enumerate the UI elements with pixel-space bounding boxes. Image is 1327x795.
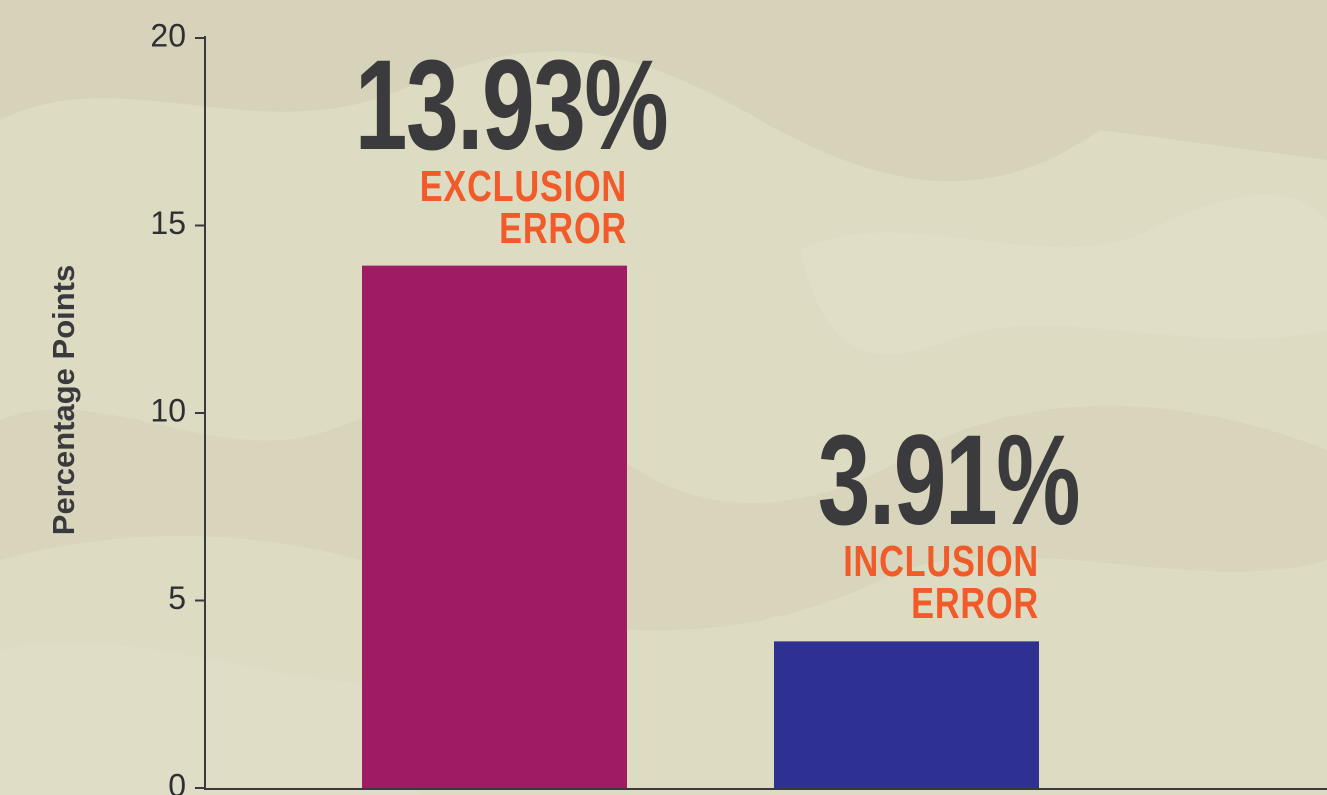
y-tick-label: 15 [150, 205, 186, 241]
bar [362, 265, 627, 788]
value-label: 13.93% [354, 33, 669, 177]
y-axis-label: Percentage Points [46, 265, 81, 535]
bar [774, 641, 1039, 788]
y-tick-label: 10 [150, 392, 186, 428]
category-label: INCLUSION ERROR [843, 537, 1039, 629]
category-label: EXCLUSION ERROR [419, 161, 627, 253]
y-tick-label: 5 [168, 580, 186, 616]
value-label: 3.91% [817, 409, 1081, 553]
y-tick-label: 0 [168, 767, 186, 795]
y-tick-label: 20 [150, 17, 186, 53]
